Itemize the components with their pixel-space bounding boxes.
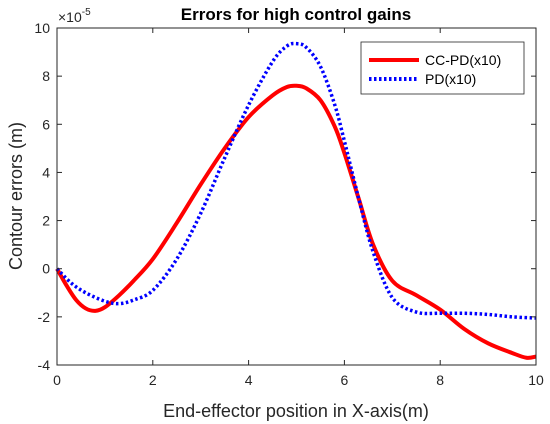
legend-box (360, 41, 525, 95)
chart-title: Errors for high control gains (181, 5, 411, 24)
y-tick-label: 10 (34, 20, 50, 36)
x-axis: 0 2 4 6 8 10 (53, 28, 544, 388)
x-tick-label: 10 (528, 372, 544, 388)
y-axis-label: Contour errors (m) (6, 122, 26, 270)
legend-label-cc-pd: CC-PD(x10) (425, 52, 501, 68)
y-tick-label: 4 (42, 164, 50, 180)
x-tick-label: 6 (341, 372, 349, 388)
x-axis-label: End-effector position in X-axis(m) (163, 401, 429, 421)
x-tick-label: 2 (149, 372, 157, 388)
x-tick-label: 8 (436, 372, 444, 388)
y-tick-label: 0 (42, 261, 50, 277)
legend-label-pd: PD(x10) (425, 71, 476, 87)
axes-box (56, 27, 537, 366)
series-layer (55, 41, 537, 360)
series-line-cc-pd (55, 83, 537, 360)
x-tick-label: 4 (245, 372, 253, 388)
y-tick-label: -4 (38, 357, 51, 373)
y-tick-label: 8 (42, 68, 50, 84)
legend: CC-PD(x10) PD(x10) (360, 41, 525, 95)
y-exponent-label: ×10-5 (58, 7, 91, 25)
y-tick-label: -2 (38, 309, 51, 325)
y-tick-label: 6 (42, 116, 50, 132)
series-line-pd (55, 41, 537, 320)
y-axis: -4 -2 0 2 4 6 8 10 (34, 20, 536, 373)
y-tick-label: 2 (42, 213, 50, 229)
x-tick-label: 0 (53, 372, 61, 388)
